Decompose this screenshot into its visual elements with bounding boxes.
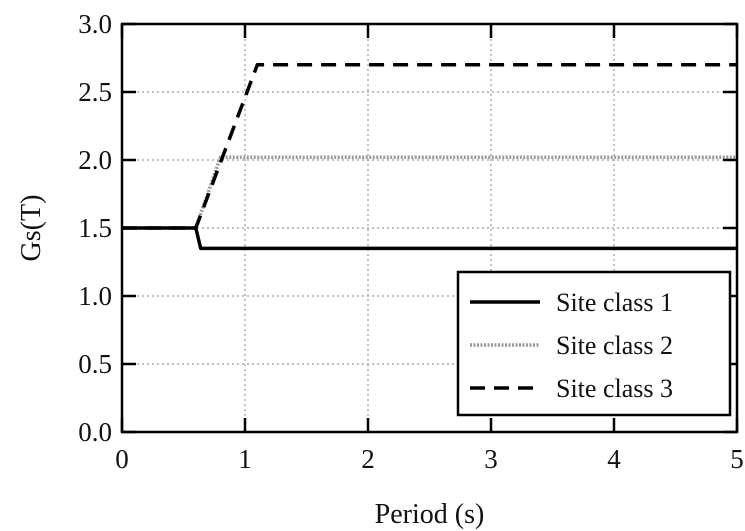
y-tick-label: 2.5 — [78, 77, 112, 107]
legend-label: Site class 2 — [556, 331, 673, 360]
series-line-3 — [122, 63, 737, 230]
legend-label: Site class 1 — [556, 288, 673, 317]
series-lines — [122, 63, 737, 251]
y-tick-label: 0.0 — [78, 417, 112, 447]
legend: Site class 1 Site class 2 Site class 3 — [456, 270, 732, 417]
x-tick-label: 5 — [730, 444, 744, 474]
y-axis-label: Gs(T) — [16, 195, 47, 262]
x-tick-label: 1 — [238, 444, 252, 474]
x-tick-label: 2 — [361, 444, 375, 474]
y-tick-label: 0.5 — [78, 349, 112, 379]
x-axis-label: Period (s) — [375, 499, 485, 530]
legend-label: Site class 3 — [556, 374, 673, 403]
y-tick-label: 3.0 — [78, 9, 112, 39]
x-tick-label: 3 — [484, 444, 498, 474]
tick-marks — [120, 22, 739, 434]
tick-labels: 0 1 2 3 4 5 0.0 0.5 1.0 1.5 2.0 2.5 3.0 — [78, 9, 744, 474]
y-tick-label: 1.5 — [78, 213, 112, 243]
y-tick-label: 2.0 — [78, 145, 112, 175]
series-line-1 — [122, 226, 737, 251]
series-line-2 — [122, 155, 737, 230]
y-tick-label: 1.0 — [78, 281, 112, 311]
x-tick-label: 0 — [115, 444, 129, 474]
x-tick-label: 4 — [607, 444, 621, 474]
